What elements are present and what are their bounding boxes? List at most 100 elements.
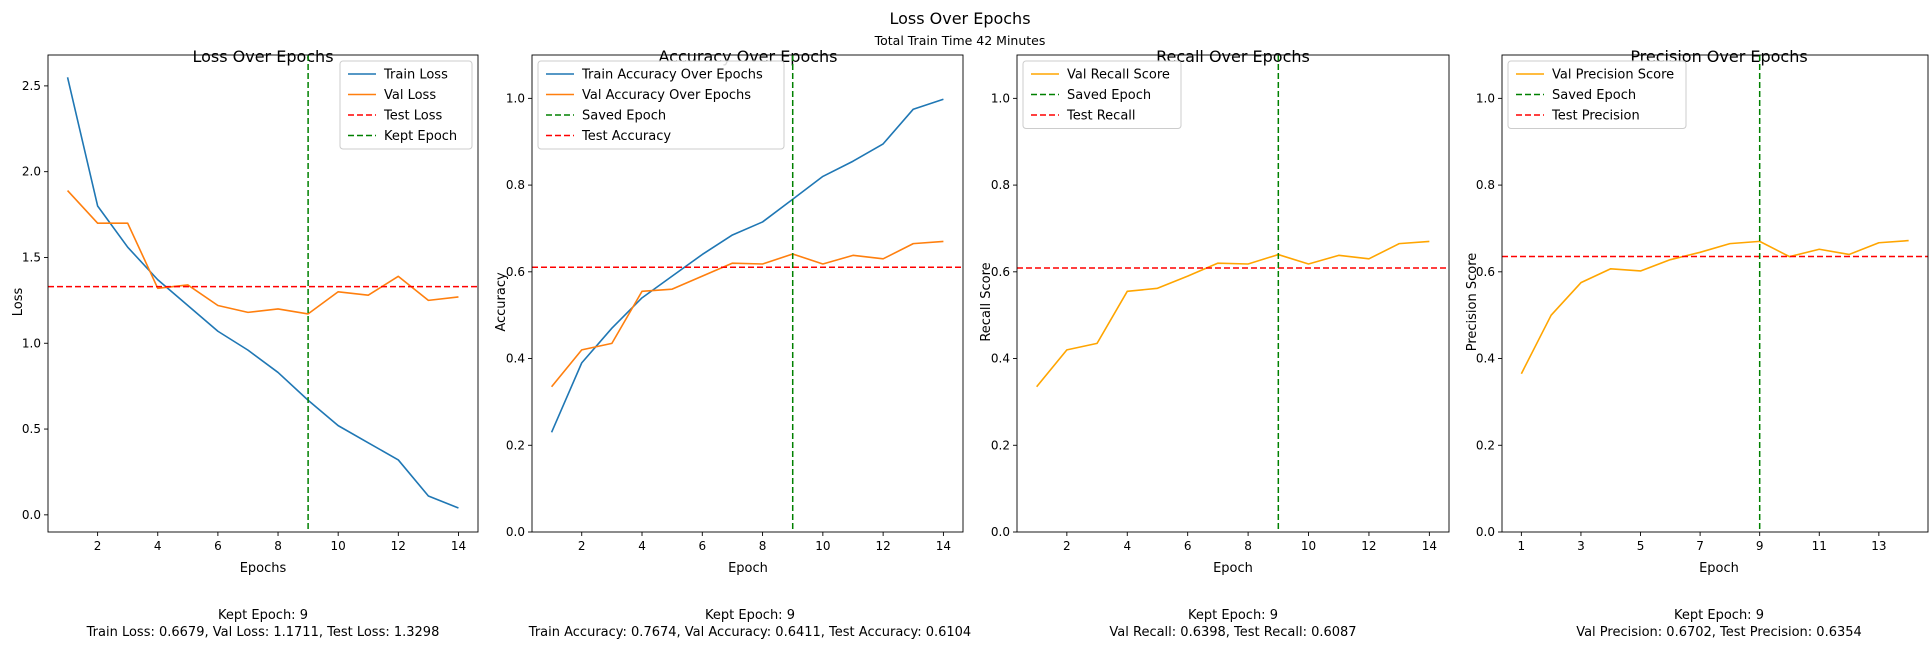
legend-label-val-loss: Val Loss	[384, 88, 436, 103]
legend-label-saved-epoch: Saved Epoch	[582, 109, 666, 124]
x-tick-label: 2	[94, 539, 102, 553]
caption-line-2: Train Accuracy: 0.7674, Val Accuracy: 0.…	[528, 625, 971, 640]
plot-area: 2 4 6 8 10 12 14 0.0 0.5 1.0 1.5 2.0 2.5 Train Loss Va…	[22, 54, 479, 553]
x-tick-label: 11	[1812, 539, 1827, 553]
axes-frame	[531, 54, 964, 533]
legend: Val Precision Score Saved Epoch Test Preci…	[1507, 60, 1687, 129]
caption-line-2: Train Loss: 0.6679, Val Loss: 1.1711, Te…	[86, 625, 440, 640]
x-tick-label: 4	[1123, 539, 1131, 553]
x-tick-label: 2	[1063, 539, 1071, 553]
y-tick-label: 0.4	[506, 352, 525, 366]
y-axis-label: Precision Score	[1465, 253, 1480, 352]
x-tick-label: 2	[578, 539, 586, 553]
y-tick-label: 0.4	[991, 352, 1010, 366]
panel-title: Recall Over Epochs	[1156, 47, 1310, 66]
figure-subtitle: Total Train Time 42 Minutes	[874, 33, 1046, 48]
y-tick-label: 0.6	[506, 265, 525, 279]
legend-label-val-accuracy-over-epochs: Val Accuracy Over Epochs	[582, 88, 751, 103]
x-tick-label: 12	[1361, 539, 1376, 553]
legend-label-test-precision: Test Precision	[1551, 109, 1640, 124]
legend: Train Accuracy Over Epochs Val Accuracy O…	[537, 60, 785, 150]
x-axis-label: Epoch	[1699, 561, 1739, 576]
axes-frame	[1016, 54, 1450, 533]
x-tick-label: 9	[1756, 539, 1764, 553]
y-tick-label: 2.0	[22, 165, 41, 179]
x-tick-label: 6	[214, 539, 222, 553]
plot-area: 2 4 6 8 10 12 14 0.0 0.2 0.4 0.6 0.8 1.0 Val Recall S…	[991, 54, 1450, 553]
x-tick-label: 6	[1184, 539, 1192, 553]
legend-label-val-recall-score: Val Recall Score	[1067, 68, 1170, 83]
x-tick-label: 1	[1518, 539, 1526, 553]
y-tick-label: 1.0	[506, 91, 525, 105]
axes-frame	[1501, 54, 1929, 533]
legend-label-train-loss: Train Loss	[383, 68, 448, 83]
x-tick-label: 14	[1422, 539, 1437, 553]
panel-accuracy: Accuracy Over Epochs Epoch Accuracy Kept…	[494, 47, 971, 640]
y-tick-label: 0.2	[1476, 438, 1495, 452]
y-tick-label: 0.4	[1476, 352, 1495, 366]
y-tick-label: 0.8	[991, 178, 1010, 192]
y-tick-label: 1.0	[991, 91, 1010, 105]
legend-label-kept-epoch: Kept Epoch	[384, 129, 457, 144]
x-tick-label: 7	[1696, 539, 1704, 553]
y-tick-label: 0.2	[991, 438, 1010, 452]
legend-box	[1507, 60, 1687, 129]
y-tick-label: 0.6	[1476, 265, 1495, 279]
panel-loss: Loss Over Epochs Epochs Loss Kept Epoch:…	[11, 47, 479, 640]
y-tick-label: 0.0	[1476, 525, 1495, 539]
x-tick-label: 3	[1577, 539, 1585, 553]
legend-label-saved-epoch: Saved Epoch	[1552, 88, 1636, 103]
plot-area: 2 4 6 8 10 12 14 0.0 0.2 0.4 0.6 0.8 1.0 Train Accura…	[506, 54, 964, 553]
series-line-val-recall-score	[1036, 240, 1430, 388]
series-line-val-accuracy-over-epochs	[550, 240, 944, 388]
series-line-train-accuracy-over-epochs	[550, 98, 944, 433]
x-tick-label: 10	[815, 539, 830, 553]
y-axis-label: Recall Score	[979, 262, 994, 341]
y-axis-label: Accuracy	[494, 272, 509, 332]
caption-line-1: Kept Epoch: 9	[705, 608, 795, 623]
legend-label-test-accuracy: Test Accuracy	[581, 129, 671, 144]
x-tick-label: 4	[638, 539, 646, 553]
legend-label-test-recall: Test Recall	[1066, 109, 1136, 124]
x-tick-label: 10	[1301, 539, 1316, 553]
panel-precision: Precision Over Epochs Epoch Precision Sc…	[1465, 47, 1929, 640]
figure-title: Loss Over Epochs	[889, 9, 1030, 28]
caption-line-1: Kept Epoch: 9	[1674, 608, 1764, 623]
y-tick-label: 0.5	[22, 422, 41, 436]
x-axis-label: Epochs	[240, 561, 287, 576]
legend: Val Recall Score Saved Epoch Test Recall	[1022, 60, 1182, 129]
legend-label-saved-epoch: Saved Epoch	[1067, 88, 1151, 103]
panel-recall: Recall Over Epochs Epoch Recall Score Ke…	[979, 47, 1450, 640]
y-tick-label: 0.8	[1476, 178, 1495, 192]
y-tick-label: 0.8	[506, 178, 525, 192]
legend: Train Loss Val Loss Test Loss Kept Epoch	[339, 60, 473, 150]
legend-label-test-loss: Test Loss	[383, 109, 442, 124]
y-tick-label: 0.0	[991, 525, 1010, 539]
caption-line-1: Kept Epoch: 9	[218, 608, 308, 623]
x-tick-label: 6	[698, 539, 706, 553]
legend-box	[1022, 60, 1182, 129]
x-tick-label: 12	[875, 539, 890, 553]
legend-box	[339, 60, 473, 150]
x-tick-label: 10	[331, 539, 346, 553]
series-line-train-loss	[66, 77, 459, 509]
y-tick-label: 1.0	[22, 336, 41, 350]
series-line-val-precision-score	[1520, 239, 1909, 375]
caption-line-1: Kept Epoch: 9	[1188, 608, 1278, 623]
legend-label-val-precision-score: Val Precision Score	[1552, 68, 1674, 83]
legend-label-train-accuracy-over-epochs: Train Accuracy Over Epochs	[581, 68, 763, 83]
y-tick-label: 2.5	[22, 79, 41, 93]
x-tick-label: 4	[154, 539, 162, 553]
caption-line-2: Val Recall: 0.6398, Test Recall: 0.6087	[1109, 625, 1356, 640]
y-tick-label: 1.0	[1476, 91, 1495, 105]
legend-box	[537, 60, 785, 150]
x-tick-label: 8	[1244, 539, 1252, 553]
y-axis-label: Loss	[11, 288, 26, 317]
x-tick-label: 13	[1871, 539, 1886, 553]
panel-title: Loss Over Epochs	[192, 47, 333, 66]
x-tick-label: 14	[936, 539, 951, 553]
y-tick-label: 0.2	[506, 438, 525, 452]
x-tick-label: 8	[759, 539, 767, 553]
y-tick-label: 0.0	[22, 508, 41, 522]
